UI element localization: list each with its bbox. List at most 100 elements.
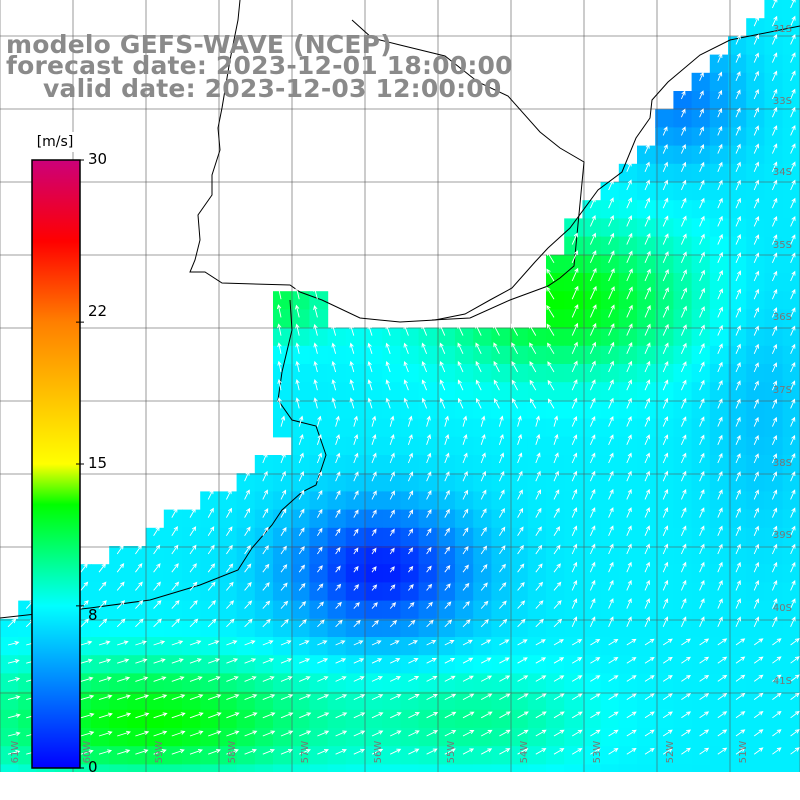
wind-vector: [717, 693, 728, 700]
wind-vector: [204, 285, 210, 300]
wind-vector: [421, 324, 428, 336]
wind-vector: [590, 729, 601, 737]
field-cell: [655, 564, 674, 583]
wind-vector: [335, 640, 346, 646]
wind-vector: [608, 214, 614, 227]
field-cell: [291, 564, 310, 583]
wind-vector: [680, 434, 687, 445]
wind-vector: [444, 471, 450, 482]
wind-vector: [408, 730, 420, 737]
field-cell: [709, 600, 729, 620]
wind-vector: [771, 106, 778, 118]
field-cell: [782, 145, 800, 165]
wind-vector: [771, 70, 778, 81]
wind-vector: [644, 232, 651, 245]
field-cell: [127, 564, 147, 583]
field-cell: [200, 764, 219, 772]
field-cell: [345, 400, 365, 420]
field-cell: [127, 546, 147, 565]
wind-vector: [408, 565, 414, 573]
wind-vector: [680, 598, 687, 609]
field-cell: [491, 364, 511, 383]
wind-vector: [462, 693, 475, 700]
field-cell: [0, 637, 19, 656]
field-cell: [327, 400, 347, 420]
wind-vector: [753, 711, 764, 719]
wind-vector: [462, 748, 475, 755]
wind-vector: [699, 90, 704, 100]
field-cell: [309, 637, 329, 656]
field-cell: [618, 218, 638, 238]
field-cell: [455, 364, 474, 383]
field-cell: [509, 600, 529, 620]
field-cell: [691, 637, 711, 656]
field-cell: [600, 345, 620, 365]
field-cell: [327, 564, 347, 583]
wind-vector: [171, 676, 185, 682]
wind-vector: [421, 360, 428, 373]
field-cell: [273, 728, 292, 747]
field-cell: [582, 418, 602, 438]
wind-vector: [735, 71, 741, 81]
wind-vector: [280, 564, 288, 573]
field-cell: [637, 382, 656, 401]
field-cell: [436, 509, 456, 529]
wind-vector: [717, 251, 723, 263]
wind-vector: [262, 676, 275, 682]
field-cell: [309, 582, 329, 602]
wind-vector: [313, 323, 318, 336]
wind-vector: [681, 729, 692, 737]
wind-vector: [699, 711, 710, 719]
wind-vector: [735, 489, 741, 500]
wind-vector: [589, 525, 596, 536]
field-cell: [491, 327, 511, 347]
field-cell: [418, 618, 438, 638]
field-cell: [273, 546, 292, 565]
field-cell: [691, 728, 711, 747]
wind-vector: [589, 341, 597, 354]
wind-vector: [535, 507, 542, 518]
field-cell: [382, 327, 401, 347]
wind-vector: [771, 0, 778, 9]
wind-vector: [790, 88, 796, 100]
field-cell: [709, 91, 729, 110]
wind-vector: [299, 748, 311, 755]
field-cell: [673, 109, 693, 128]
wind-vector: [662, 693, 673, 700]
wind-vector: [517, 433, 523, 445]
wind-vector: [626, 729, 637, 737]
field-cell: [564, 600, 583, 620]
wind-vector: [462, 527, 469, 537]
field-cell: [709, 327, 729, 347]
wind-vector: [207, 600, 216, 609]
wind-vector: [735, 179, 741, 191]
wind-vector: [699, 71, 704, 81]
field-cell: [491, 728, 511, 747]
field-cell: [673, 400, 693, 420]
wind-vector: [771, 197, 778, 209]
wind-vector: [426, 452, 432, 464]
field-cell: [163, 582, 183, 602]
wind-vector: [608, 232, 615, 245]
wind-vector: [349, 342, 355, 354]
wind-vector: [426, 471, 432, 482]
wind-vector: [499, 563, 506, 573]
wind-vector: [499, 526, 506, 537]
wind-vector: [699, 269, 705, 282]
field-cell: [728, 637, 747, 656]
field-cell: [582, 436, 602, 456]
field-cell: [309, 618, 329, 638]
wind-vector: [546, 286, 555, 300]
wind-vector: [790, 525, 796, 536]
field-cell: [527, 436, 547, 456]
field-cell: [582, 327, 602, 347]
wind-vector: [244, 581, 252, 591]
field-cell: [691, 746, 711, 765]
wind-vector: [426, 546, 432, 555]
field-cell: [182, 673, 201, 693]
field-cell: [782, 218, 800, 238]
field-cell: [582, 582, 602, 602]
field-cell: [236, 691, 256, 711]
wind-vector: [546, 323, 555, 336]
colorbar-tick-label: 30: [88, 150, 108, 168]
